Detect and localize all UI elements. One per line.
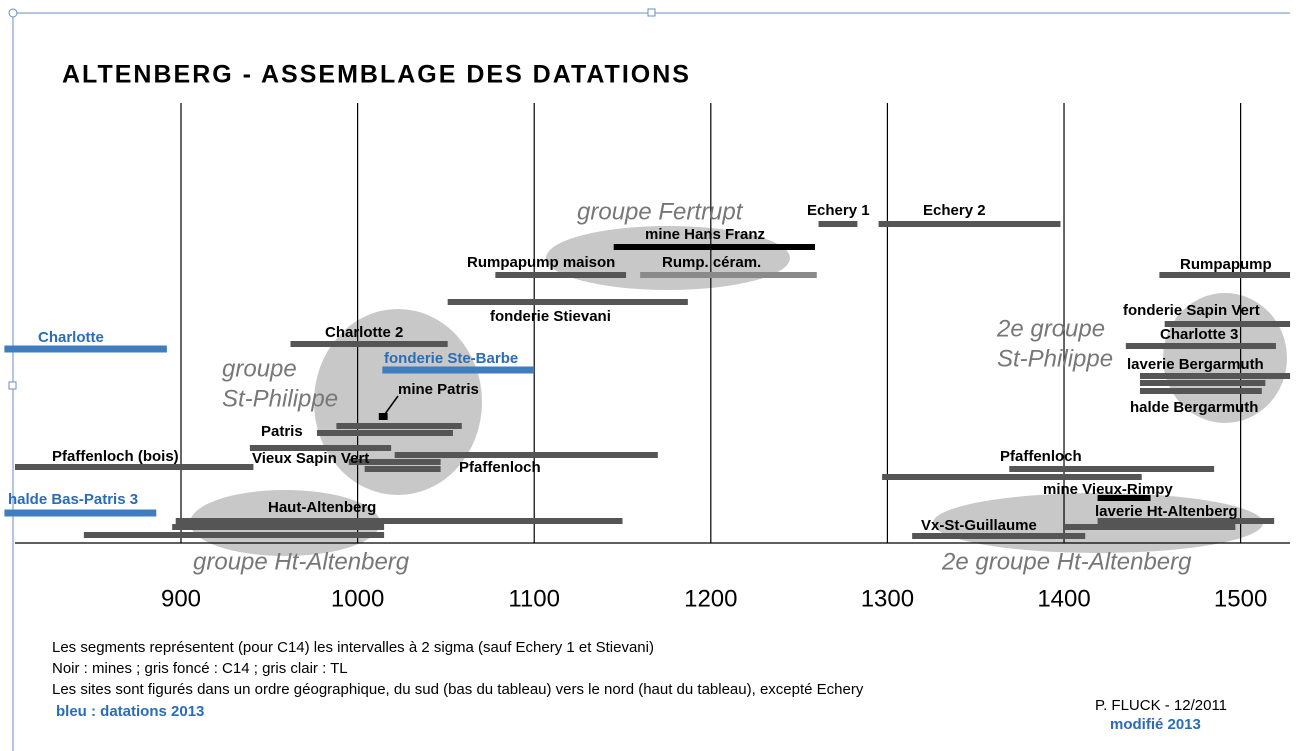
segment [1097, 495, 1151, 501]
site-label: Charlotte [38, 329, 104, 346]
site-label: Rump. céram. [662, 254, 761, 271]
segment [4, 509, 157, 517]
modified: modifié 2013 [1110, 716, 1201, 733]
leader-line [384, 395, 399, 415]
group-label: 2e groupe Ht-Altenberg [941, 548, 1192, 575]
segment [4, 345, 167, 353]
segment [1164, 321, 1291, 327]
segment [1159, 272, 1291, 278]
segment [1139, 380, 1266, 386]
x-tick-label: 1100 [508, 585, 560, 612]
segment [382, 366, 535, 374]
segment [818, 221, 858, 227]
handle [8, 8, 18, 18]
segment [882, 474, 1142, 480]
segment [172, 524, 385, 530]
segment [249, 445, 392, 451]
group-label: St-Philippe [222, 385, 338, 412]
site-label: laverie Bergarmuth [1127, 356, 1264, 373]
segment [1064, 524, 1236, 530]
group-label: 2e groupe [996, 315, 1105, 342]
site-label: fonderie Ste-Barbe [384, 350, 518, 367]
segment [364, 466, 441, 472]
site-label: Vx-St-Guillaume [921, 517, 1037, 534]
site-label: Rumpapump maison [467, 254, 615, 271]
segment [83, 532, 385, 538]
site-label: laverie Ht-Altenberg [1095, 503, 1238, 520]
site-label: Rumpapump [1180, 256, 1272, 273]
site-label: Echery 1 [807, 202, 870, 219]
site-label: mine Patris [398, 381, 479, 398]
segment [613, 244, 816, 250]
x-tick-label: 1000 [331, 585, 384, 612]
site-label: Charlotte 2 [325, 324, 403, 341]
group-label: groupe Ht-Altenberg [193, 548, 410, 575]
site-label: Vieux Sapin Vert [252, 450, 369, 467]
segment [348, 459, 441, 465]
note: Noir : mines ; gris foncé : C14 ; gris c… [52, 660, 348, 677]
x-tick-label: 900 [161, 585, 201, 612]
segment [1139, 388, 1262, 394]
segment [912, 533, 1086, 539]
note: bleu : datations 2013 [56, 703, 204, 720]
x-tick-label: 1300 [861, 585, 914, 612]
site-label: Pfaffenloch [459, 459, 541, 476]
handle [647, 8, 656, 17]
site-label: mine Hans Franz [645, 226, 765, 243]
segment [14, 464, 254, 470]
segment [290, 341, 448, 347]
x-tick-label: 1200 [684, 585, 737, 612]
site-label: Haut-Altenberg [268, 499, 376, 516]
handle [8, 381, 17, 390]
x-tick-label: 1400 [1037, 585, 1090, 612]
site-label: halde Bas-Patris 3 [8, 491, 138, 508]
segment [878, 221, 1061, 227]
segment [495, 272, 627, 278]
site-label: Pfaffenloch [1000, 448, 1082, 465]
author: P. FLUCK - 12/2011 [1095, 697, 1227, 714]
site-label: Charlotte 3 [1160, 326, 1238, 343]
site-label: Patris [261, 423, 303, 440]
segment [378, 413, 388, 420]
segment [336, 423, 462, 429]
segment [316, 430, 453, 436]
x-tick-label: 1500 [1214, 585, 1267, 612]
segment [1139, 373, 1291, 379]
segment [447, 299, 688, 305]
segment [1125, 343, 1276, 349]
group-label: groupe [222, 355, 297, 382]
segment [175, 518, 623, 524]
group-label: St-Philippe [997, 345, 1113, 372]
site-label: Pfaffenloch (bois) [52, 448, 179, 465]
segment [1097, 518, 1275, 524]
site-label: Echery 2 [923, 202, 986, 219]
site-label: mine Vieux-Rimpy [1043, 481, 1173, 498]
site-label: halde Bergarmuth [1130, 399, 1258, 416]
segment [394, 452, 658, 458]
site-label: fonderie Sapin Vert [1123, 302, 1260, 319]
group-label: groupe Fertrupt [577, 198, 744, 225]
site-label: fonderie Stievani [490, 308, 611, 325]
note: Les sites sont figurés dans un ordre géo… [52, 681, 864, 698]
segment [640, 272, 817, 278]
segment [1009, 466, 1215, 472]
chart-title: ALTENBERG - ASSEMBLAGE DES DATATIONS [62, 61, 691, 89]
note: Les segments représentent (pour C14) les… [52, 639, 654, 656]
